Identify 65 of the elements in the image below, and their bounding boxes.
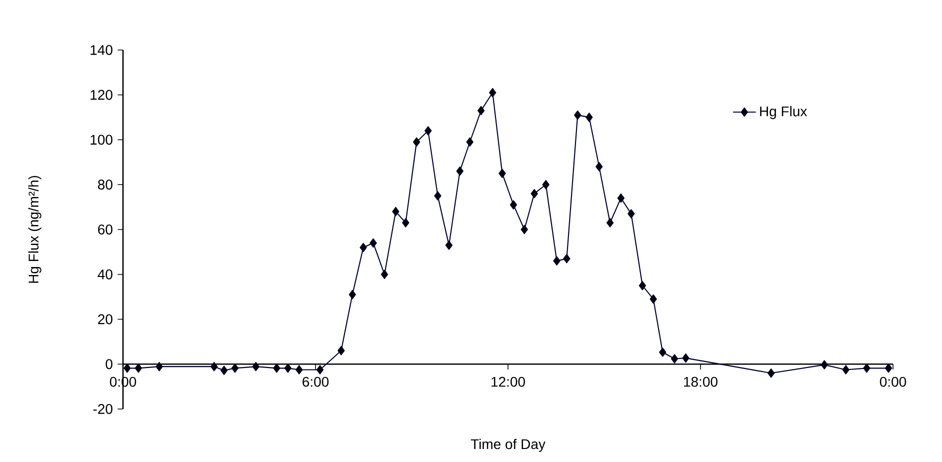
point bbox=[338, 346, 345, 356]
point bbox=[231, 363, 239, 373]
point bbox=[650, 294, 657, 304]
point bbox=[530, 188, 538, 198]
x-tick-label: 6:00 bbox=[302, 376, 329, 387]
point bbox=[510, 200, 518, 210]
point bbox=[210, 362, 218, 372]
x-tick-label: 0:00 bbox=[880, 376, 906, 387]
y-tick-label: 40 bbox=[98, 269, 112, 280]
point bbox=[820, 360, 828, 370]
point bbox=[596, 162, 603, 172]
point bbox=[617, 193, 625, 203]
point bbox=[220, 366, 228, 376]
point bbox=[542, 180, 550, 190]
point bbox=[659, 348, 666, 357]
point bbox=[402, 218, 410, 228]
point bbox=[316, 365, 324, 374]
point bbox=[489, 88, 496, 98]
point bbox=[434, 191, 442, 201]
y-tick-label: 120 bbox=[90, 90, 112, 100]
point bbox=[863, 363, 870, 373]
point bbox=[767, 368, 775, 378]
point bbox=[586, 112, 593, 122]
point bbox=[670, 354, 678, 364]
y-tick-label: 20 bbox=[98, 314, 112, 324]
point bbox=[370, 238, 377, 248]
point bbox=[638, 280, 646, 290]
y-tick-label: 0 bbox=[106, 359, 112, 370]
point bbox=[466, 137, 474, 147]
y-tick-label: 60 bbox=[98, 224, 112, 234]
point bbox=[563, 254, 570, 264]
point bbox=[606, 218, 614, 228]
point bbox=[477, 106, 485, 116]
point bbox=[456, 166, 464, 176]
point bbox=[252, 362, 260, 372]
point bbox=[273, 363, 280, 373]
point bbox=[296, 365, 303, 374]
y-tick-label: 80 bbox=[98, 180, 112, 190]
x-axis-title: Time of Day bbox=[470, 438, 546, 452]
point bbox=[156, 362, 163, 372]
point bbox=[124, 363, 131, 373]
point bbox=[392, 206, 400, 216]
y-tick-label: 100 bbox=[90, 134, 112, 145]
point bbox=[553, 256, 560, 266]
point bbox=[284, 363, 292, 373]
point bbox=[842, 365, 850, 374]
point bbox=[628, 209, 635, 218]
point bbox=[445, 240, 453, 250]
y-tick-label: -20 bbox=[93, 404, 112, 414]
point bbox=[348, 290, 356, 300]
point bbox=[360, 242, 367, 252]
point bbox=[574, 110, 582, 120]
y-tick-label: 140 bbox=[90, 45, 112, 55]
x-tick-label: 12:00 bbox=[492, 376, 525, 387]
point bbox=[412, 137, 420, 147]
legend-label: Hg Flux bbox=[760, 106, 808, 120]
point bbox=[520, 224, 528, 234]
x-tick-label: 18:00 bbox=[684, 376, 718, 387]
point bbox=[884, 363, 892, 373]
point bbox=[498, 168, 506, 178]
point bbox=[682, 353, 690, 363]
point bbox=[424, 126, 432, 136]
point bbox=[134, 363, 142, 373]
y-axis-title: Hg Flux (ng/m²/h) bbox=[28, 176, 42, 283]
point bbox=[380, 270, 388, 280]
